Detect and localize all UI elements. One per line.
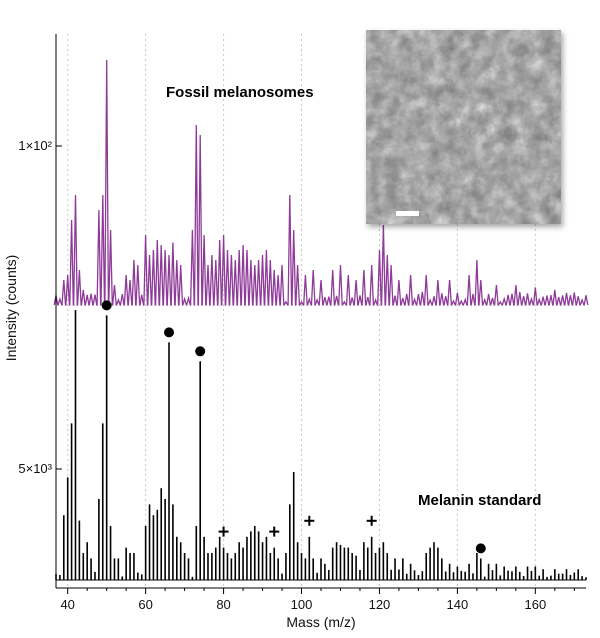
x-tick-label: 160 xyxy=(524,597,546,612)
x-tick-label: 120 xyxy=(369,597,391,612)
y-tick-label: 1×10² xyxy=(18,138,52,153)
inset-micrograph xyxy=(366,30,561,224)
grid-lines xyxy=(67,34,536,588)
x-tick-label: 40 xyxy=(60,597,74,612)
peak-markers xyxy=(101,300,486,554)
y-axis-title: Intensity (counts) xyxy=(3,255,19,362)
x-tick-label: 80 xyxy=(216,597,230,612)
series-fossil-melanosomes xyxy=(53,59,589,306)
dot-marker xyxy=(101,300,112,311)
dot-marker xyxy=(195,346,206,357)
series-label-melanin-standard: Melanin standard xyxy=(418,492,541,509)
dot-marker xyxy=(475,543,486,554)
scale-bar xyxy=(396,211,419,216)
x-ticks: 40 60 80 100 120 140 160 xyxy=(60,588,575,612)
x-axis-title: Mass (m/z) xyxy=(286,614,355,630)
series-line xyxy=(53,59,589,306)
x-tick-label: 100 xyxy=(291,597,313,612)
y-ticks: 1×10² 5×10³ xyxy=(18,138,62,476)
x-tick-label: 60 xyxy=(138,597,152,612)
series-melanin-standard xyxy=(55,310,587,581)
series-label-fossil-melanosomes: Fossil melanosomes xyxy=(166,84,314,101)
x-tick-label: 140 xyxy=(447,597,469,612)
y-tick-label: 5×10³ xyxy=(18,461,52,476)
dot-marker xyxy=(164,327,175,338)
